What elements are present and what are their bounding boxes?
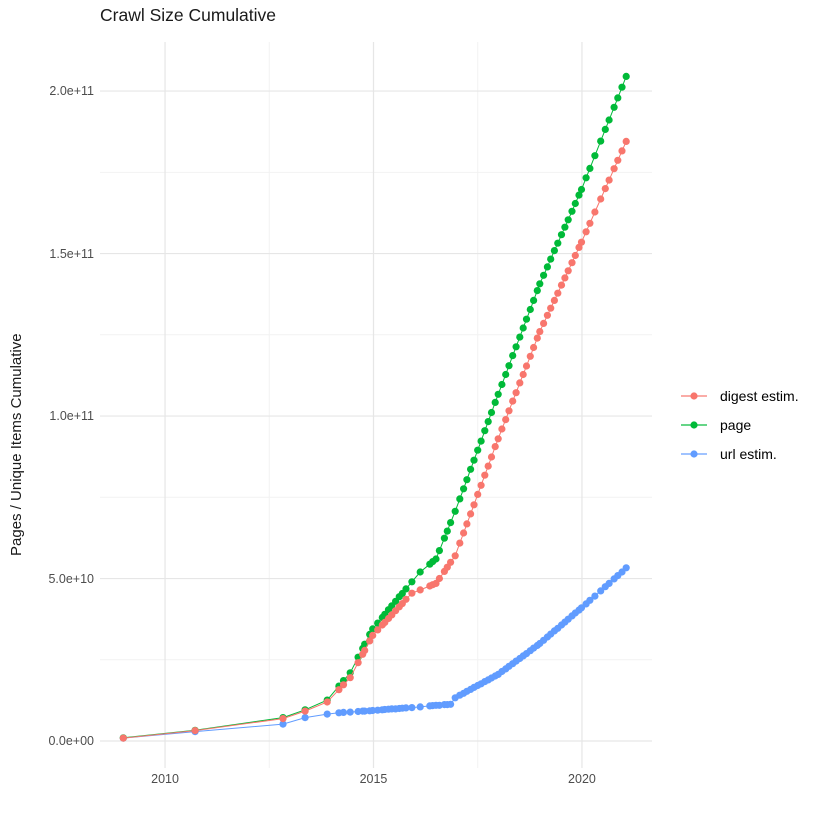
gridlines-major bbox=[100, 42, 652, 768]
y-axis-tick-label: 0.0e+00 bbox=[48, 734, 94, 749]
y-axis-tick-label: 2.0e+11 bbox=[49, 84, 94, 99]
legend: digest estim. page url estim. bbox=[681, 381, 799, 468]
legend-key-icon bbox=[681, 391, 707, 400]
y-axis-tick-label: 1.0e+11 bbox=[49, 409, 94, 424]
legend-label: page bbox=[720, 416, 752, 433]
legend-item-url: url estim. bbox=[681, 439, 799, 468]
legend-item-digest: digest estim. bbox=[681, 381, 799, 410]
x-axis-tick-label: 2010 bbox=[151, 772, 179, 786]
legend-label: digest estim. bbox=[720, 387, 799, 404]
x-axis-tick-label: 2020 bbox=[568, 772, 596, 786]
gridlines-minor bbox=[100, 42, 652, 768]
legend-label: url estim. bbox=[720, 445, 777, 462]
legend-key-icon bbox=[681, 449, 707, 458]
series-digest-estim bbox=[119, 137, 630, 742]
series-page bbox=[119, 72, 630, 742]
y-axis-tick-label: 5.0e+10 bbox=[48, 571, 94, 586]
y-axis-tick-label: 1.5e+11 bbox=[49, 246, 94, 261]
x-axis-tick-label: 2015 bbox=[359, 772, 388, 786]
legend-key-icon bbox=[681, 420, 707, 429]
chart-title: Crawl Size Cumulative bbox=[100, 5, 277, 25]
legend-item-page: page bbox=[681, 410, 799, 439]
series-url-estim bbox=[119, 564, 630, 742]
